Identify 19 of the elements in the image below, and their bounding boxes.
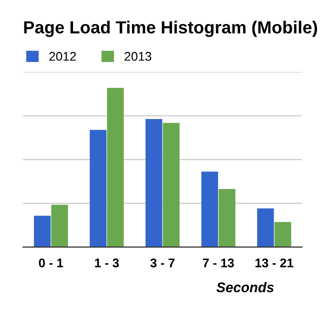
bar bbox=[274, 222, 292, 248]
bar bbox=[257, 208, 274, 248]
bar bbox=[218, 188, 236, 248]
bar bbox=[107, 88, 124, 248]
bar bbox=[51, 204, 68, 248]
x-tick-label: 1 - 3 bbox=[95, 258, 119, 268]
x-tick-label: 13 - 21 bbox=[256, 258, 294, 268]
x-tick-label: 7 - 13 bbox=[202, 258, 234, 268]
bar bbox=[146, 118, 162, 248]
x-tick-label: 3 - 7 bbox=[150, 258, 175, 268]
bar bbox=[34, 216, 51, 248]
bar bbox=[162, 122, 180, 248]
bar bbox=[201, 172, 218, 248]
chart-title: Page Load Time Histogram (Mobile) bbox=[24, 20, 318, 37]
x-tick-label: 0 - 1 bbox=[38, 258, 64, 268]
bar bbox=[90, 130, 106, 248]
legend-label: 2012 bbox=[49, 52, 76, 61]
x-axis-title: Seconds bbox=[216, 282, 274, 292]
legend-label: 2013 bbox=[124, 52, 152, 61]
